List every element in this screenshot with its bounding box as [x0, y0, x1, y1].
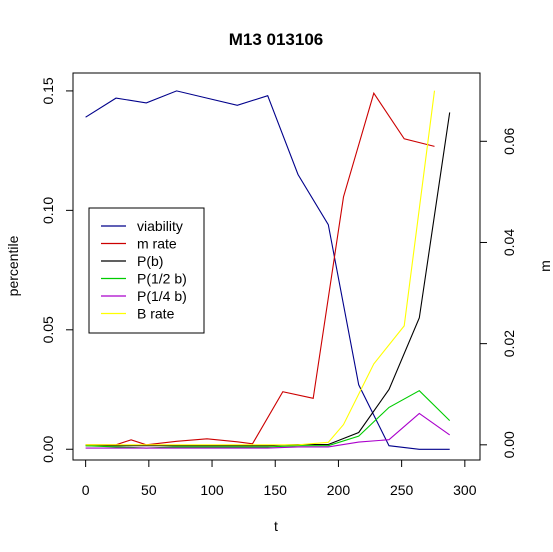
plot-frame [72, 72, 481, 461]
series-line-2 [85, 112, 451, 447]
y2-tick-label: 0.02 [501, 330, 517, 357]
legend-label: P(1/4 b) [137, 288, 187, 304]
chart-title: M13 013106 [229, 30, 324, 49]
y2-tick-label: 0.06 [501, 127, 517, 154]
y2-tick-label: 0.00 [501, 431, 517, 458]
y-tick-label: 0.05 [40, 316, 56, 343]
series-line-0 [85, 90, 450, 450]
x-tick-label: 150 [264, 482, 288, 498]
series-line-3 [85, 390, 451, 449]
x-tick-label: 100 [200, 482, 224, 498]
legend-box [88, 207, 205, 334]
y-tick-label: 0.15 [40, 77, 56, 104]
legend-label: P(b) [137, 253, 163, 269]
y-tick-label: 0.10 [40, 197, 56, 224]
x-tick-label: 250 [390, 482, 414, 498]
plot-area [72, 72, 481, 461]
legend-label: m rate [137, 236, 177, 252]
y-tick-label: 0.00 [40, 435, 56, 462]
y-axis-right: 0.00 0.02 0.04 0.06 [480, 127, 517, 458]
x-tick-label: 200 [327, 482, 351, 498]
legend-label: viability [137, 218, 183, 234]
series-line-5 [85, 90, 436, 446]
x-axis: 0 50 100 150 200 250 300 [82, 460, 477, 498]
x-axis-label: t [274, 518, 278, 534]
y2-tick-label: 0.04 [501, 229, 517, 256]
legend-label: P(1/2 b) [137, 271, 187, 287]
x-tick-label: 0 [82, 482, 90, 498]
series-line-1 [85, 91, 435, 446]
y-axis-left: 0.00 0.05 0.10 0.15 [40, 77, 73, 463]
x-tick-label: 50 [141, 482, 157, 498]
y-axis-label: percentile [5, 235, 21, 296]
y2-axis-label: m [537, 260, 553, 272]
legend-label: B rate [137, 306, 175, 322]
series-line-4 [85, 412, 451, 449]
x-tick-label: 300 [453, 482, 477, 498]
